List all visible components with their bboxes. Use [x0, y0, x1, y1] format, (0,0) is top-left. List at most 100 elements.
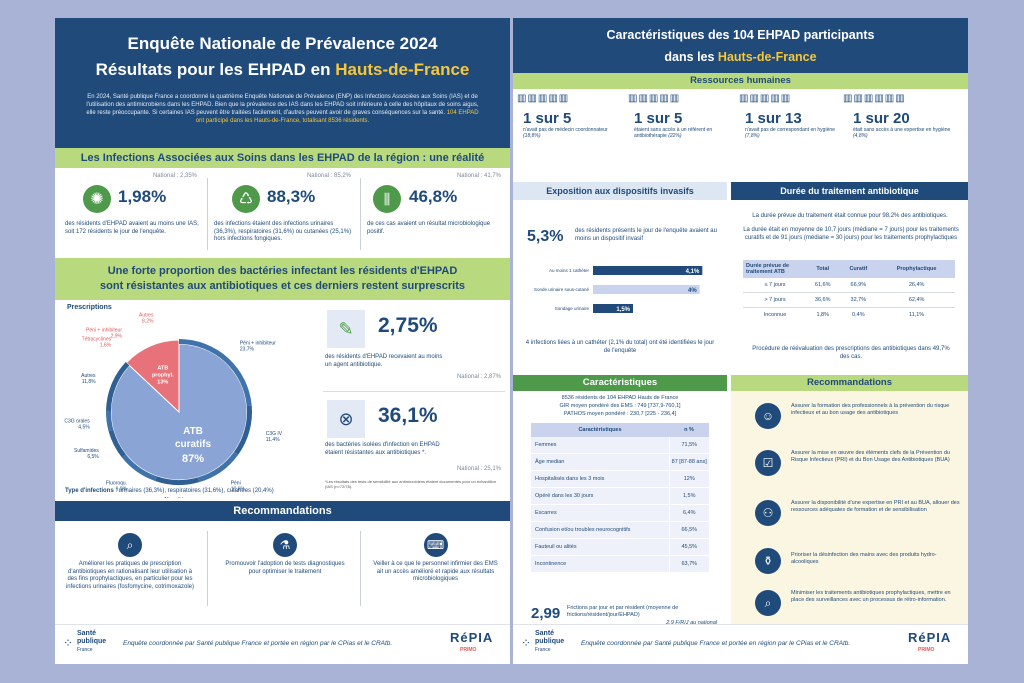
- virus-icon: ✺: [83, 185, 111, 213]
- table-row: Inconnue 1,8% 0,4% 11,1%: [763, 312, 925, 318]
- national-value: National : 41,7%: [456, 173, 501, 179]
- pie-title: Prescriptions: [67, 304, 112, 311]
- friction-text: Frictions par jour et par résident (moye…: [567, 605, 679, 618]
- expo-bar-value: 4,1%: [686, 269, 700, 275]
- expo-heading: Exposition aux dispositifs invasifs: [513, 182, 727, 200]
- stat-text: des résidents d'EHPAD recevaient au moin…: [325, 354, 443, 368]
- table-row: Hospitalisés dans les 3 mois 12%: [531, 470, 709, 488]
- pie-proph-label: 13%: [157, 380, 168, 386]
- pie-proph-label: ATB: [157, 366, 168, 372]
- right-reco-list: ☺ Assurer la formation des professionnel…: [731, 391, 968, 624]
- right-infographic-panel: Caractéristiques des 104 EHPAD participa…: [513, 18, 968, 664]
- reco-item: ⌨ Veiller à ce que le personnel infirmie…: [361, 523, 510, 584]
- table-row: > 7 jours 36,6% 32,7% 62,4%: [743, 293, 955, 308]
- expo-text: des résidents présents le jour de l'enqu…: [575, 228, 717, 242]
- expo-bar-label: Au moins 1 cathéter: [549, 268, 590, 273]
- duree-heading: Durée du traitement antibiotique: [731, 182, 968, 200]
- resistance-heading: Une forte proportion des bactéries infec…: [55, 258, 510, 300]
- pie-center-label: ATB: [183, 426, 203, 437]
- national-value: National : 2,87%: [456, 374, 501, 380]
- stat-text: de ces cas avaient un résultat microbiol…: [367, 221, 491, 235]
- pie-ring-segment: [155, 476, 200, 485]
- spf-dots-icon: ⁘: [63, 636, 74, 650]
- stat-resistance: ⊗ 36,1% des bactéries isolées d'infectio…: [323, 396, 505, 496]
- teacher-icon: ☺: [755, 403, 781, 429]
- checklist-icon: ☑: [755, 450, 781, 476]
- pie-ring-segment: [179, 339, 252, 407]
- pie-slice-value: 23,7%: [240, 347, 255, 353]
- building-icon: ▥▥▥▥▥: [739, 93, 792, 104]
- footer-credit: Enquête coordonnée par Santé publique Fr…: [123, 640, 393, 647]
- right-reco-heading: Recommandations: [731, 375, 968, 391]
- reco-item: ☑ Assurer la mise en œuvre des éléments …: [731, 446, 968, 486]
- expo-bar: [593, 266, 703, 275]
- pie-ring-segment: [106, 410, 114, 432]
- pie-slice-label: Autres: [81, 373, 96, 379]
- expo-bar: [593, 304, 633, 313]
- reco-item: ⚱ Prioriser la désinfection des mains av…: [731, 546, 968, 581]
- pie-slice-label: Sulfamides: [74, 448, 99, 454]
- right-subtitle: dans les Hauts-de-France: [664, 50, 817, 64]
- stat-value: 88,3%: [267, 187, 316, 206]
- rh-item: ▥▥▥▥▥ 1 sur 5 n'avait pas de médecin coo…: [517, 93, 625, 140]
- right-header: Caractéristiques des 104 EHPAD participa…: [513, 18, 968, 73]
- expo-bar-chart: Au moins 1 cathéter 4,1% Sonde urinaire so…: [534, 266, 703, 313]
- pie-ring-segment: [108, 429, 126, 458]
- pie-slice-label: Tétracyclines: [82, 336, 112, 342]
- left-footer: ⁘ Santé publique France Enquête coordonn…: [55, 624, 510, 664]
- pie-slice-label: Autres: [139, 312, 154, 318]
- pie-slice-value: 8,2%: [142, 318, 154, 324]
- table-row: Opéré dans les 30 jours 1,5%: [531, 487, 709, 505]
- spf-logo: ⁘ Santé publique France: [63, 630, 107, 653]
- test-tube-icon: ⚗: [273, 533, 297, 557]
- expo-bar-label: Sondage urinaire: [555, 306, 590, 311]
- repia-logo: RéPIA: [450, 630, 494, 645]
- rh-item: ▥▥▥▥▥ 1 sur 13 n'avait pas de correspond…: [739, 93, 839, 140]
- building-icon: ▥▥▥▥▥▥: [843, 93, 906, 104]
- stat-value: 46,8%: [409, 187, 458, 206]
- expo-bar: [593, 285, 700, 294]
- sanitizer-icon: ⚱: [755, 548, 781, 574]
- pie-slice-value: 2,9%: [111, 333, 123, 339]
- repia-logo: RéPIA: [908, 630, 952, 645]
- pie-slice-label: Péni + inhibiteur: [240, 341, 276, 347]
- pie-proph-label: prophyl.: [152, 373, 174, 379]
- lungs-icon: ♺: [232, 185, 260, 213]
- carac-section: 8536 résidents de 104 EHPAD Hauts de Fra…: [513, 391, 727, 626]
- pie-slice-value: 1,6%: [100, 342, 112, 348]
- rh-item: ▥▥▥▥▥▥ 1 sur 20 était sans accès à une e…: [843, 93, 965, 140]
- left-header: Enquête Nationale de Prévalence 2024 Rés…: [55, 18, 510, 148]
- pie-slice-label: Péni: [231, 481, 241, 487]
- table-row: Escarres 6,4%: [531, 504, 709, 522]
- stat-text: des résidents d'EHPAD avaient au moins u…: [65, 221, 199, 235]
- right-footer: ⁘ Santé publique France Enquête coordonn…: [513, 624, 968, 664]
- pie-slice-value: 6,5%: [87, 454, 99, 460]
- table-row: ≤ 7 jours 61,6% 66,9% 26,4%: [743, 278, 955, 293]
- expo-note: 4 infections liées à un cathéter (2,1% d…: [525, 340, 715, 354]
- sub-title: Résultats pour les EHPAD en Hauts-de-Fra…: [95, 60, 470, 79]
- expo-section: 5,3% des résidents présents le jour de l…: [513, 200, 727, 373]
- national-value: National : 25,1%: [456, 466, 501, 472]
- left-reco-heading: Recommandations: [55, 501, 510, 521]
- stat-value: 36,1%: [378, 404, 438, 427]
- pie-slice-value: 11,8%: [82, 379, 96, 385]
- footer-credit: Enquête coordonnée par Santé publique Fr…: [581, 640, 851, 647]
- national-value: National : 85,2%: [306, 173, 351, 179]
- main-title: Enquête Nationale de Prévalence 2024: [127, 34, 438, 53]
- table-row: Femmes 71,5%: [531, 437, 709, 454]
- pie-ring-segment: [197, 451, 239, 483]
- expo-bar-value: 4%: [688, 288, 697, 294]
- pie-slice-value: 11,4%: [266, 437, 280, 443]
- expo-bar-label: Sonde urinaire sous-cutané: [534, 287, 590, 292]
- left-reco-row: ⌕ Améliorer les pratiques de prescriptio…: [55, 523, 510, 623]
- reco-item: ☺ Assurer la formation des professionnel…: [731, 399, 968, 439]
- intro-text: En 2024, Santé publique France a coordon…: [86, 94, 479, 125]
- computer-icon: ⌨: [423, 533, 448, 557]
- stat-value: 1,98%: [118, 187, 167, 206]
- friction-value: 2,99: [531, 605, 561, 622]
- magnifier-icon: ⌕: [118, 533, 142, 557]
- building-icon: ▥▥▥▥▥: [517, 93, 570, 104]
- pie-slice-label: C3G orales: [64, 418, 90, 424]
- duree-section: La durée prévue du traitement était conn…: [743, 213, 959, 360]
